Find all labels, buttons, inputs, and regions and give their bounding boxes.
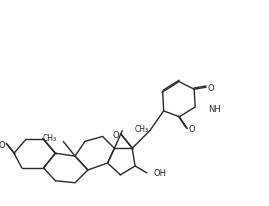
Text: O: O <box>0 140 6 149</box>
Text: CH₃: CH₃ <box>134 124 148 133</box>
Text: O: O <box>189 124 196 133</box>
Text: CH₃: CH₃ <box>42 133 56 142</box>
Text: O: O <box>112 130 119 139</box>
Text: OH: OH <box>154 169 167 178</box>
Text: NH: NH <box>208 105 221 114</box>
Text: O: O <box>208 83 214 92</box>
